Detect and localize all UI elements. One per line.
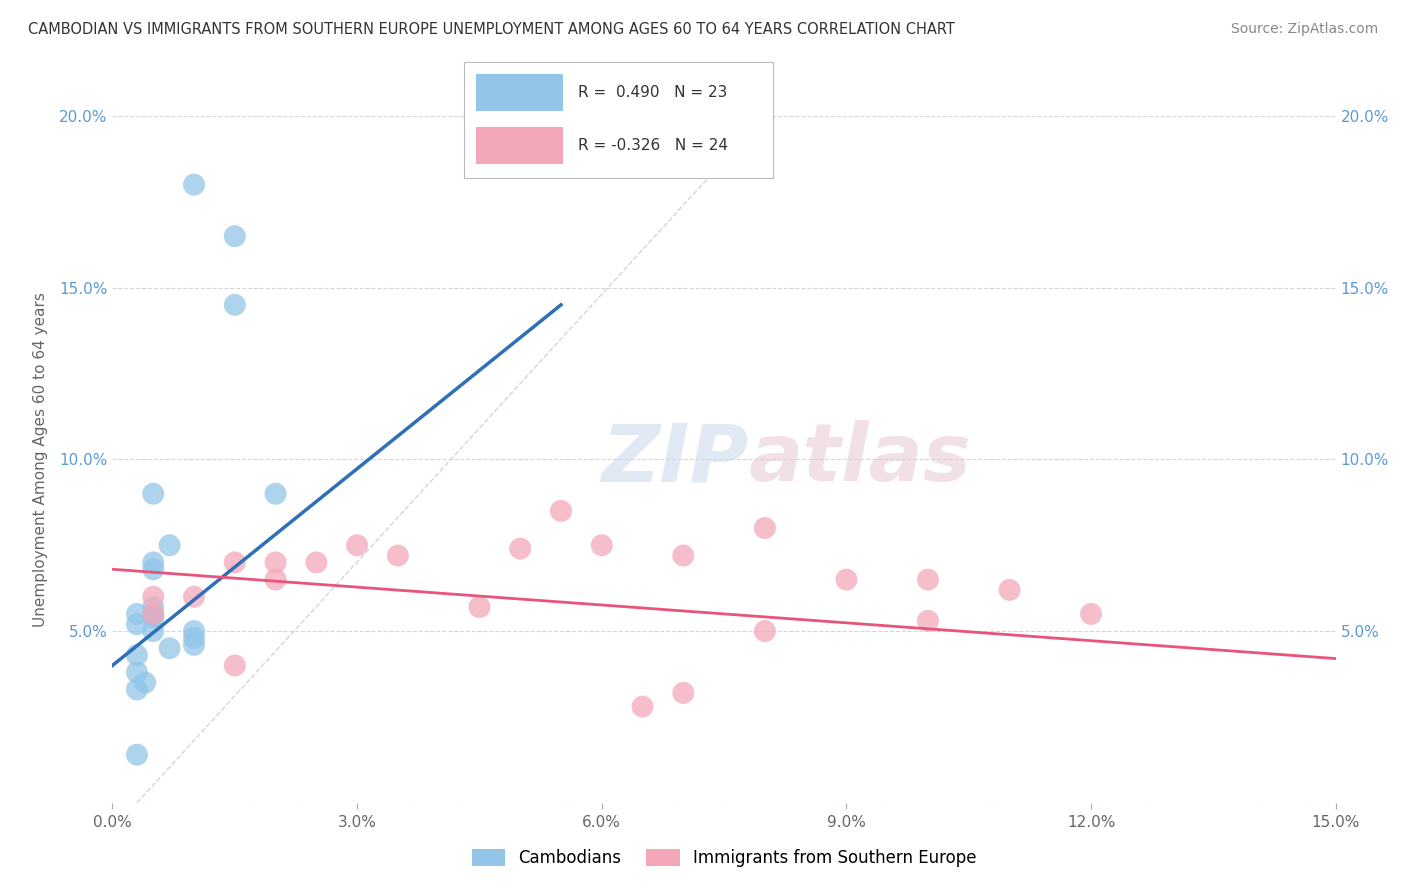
Point <box>264 487 287 501</box>
Point <box>142 590 165 604</box>
Point <box>468 600 491 615</box>
Point <box>917 614 939 628</box>
Point <box>142 562 165 576</box>
Point <box>672 686 695 700</box>
Point <box>125 665 148 680</box>
Point <box>264 555 287 570</box>
Point <box>183 638 205 652</box>
Point <box>134 675 156 690</box>
Text: ZIP: ZIP <box>602 420 748 499</box>
Point <box>142 607 165 621</box>
Point <box>550 504 572 518</box>
Point <box>142 555 165 570</box>
Point <box>142 600 165 615</box>
Point <box>183 631 205 645</box>
Point <box>125 648 148 662</box>
Bar <box>477 128 562 164</box>
Point <box>835 573 858 587</box>
Text: Source: ZipAtlas.com: Source: ZipAtlas.com <box>1230 22 1378 37</box>
Point <box>754 521 776 535</box>
Point <box>224 298 246 312</box>
Point <box>591 538 613 552</box>
Point <box>631 699 654 714</box>
Point <box>183 590 205 604</box>
Legend: Cambodians, Immigrants from Southern Europe: Cambodians, Immigrants from Southern Eur… <box>465 842 983 873</box>
Point <box>672 549 695 563</box>
Point <box>917 573 939 587</box>
Text: R =  0.490   N = 23: R = 0.490 N = 23 <box>578 85 728 100</box>
Point <box>142 607 165 621</box>
Point <box>142 610 165 624</box>
Point <box>142 624 165 639</box>
Point <box>183 624 205 639</box>
Point <box>125 682 148 697</box>
Bar <box>477 74 562 112</box>
Point <box>224 229 246 244</box>
Point <box>346 538 368 552</box>
Point <box>142 487 165 501</box>
Point <box>998 582 1021 597</box>
Point <box>387 549 409 563</box>
Point <box>224 555 246 570</box>
Point <box>125 747 148 762</box>
Point <box>159 538 181 552</box>
Point <box>1080 607 1102 621</box>
Point <box>305 555 328 570</box>
Point <box>224 658 246 673</box>
Text: atlas: atlas <box>748 420 972 499</box>
Point <box>754 624 776 639</box>
Text: R = -0.326   N = 24: R = -0.326 N = 24 <box>578 138 728 153</box>
Point <box>159 641 181 656</box>
Point <box>509 541 531 556</box>
Point <box>264 573 287 587</box>
Text: CAMBODIAN VS IMMIGRANTS FROM SOUTHERN EUROPE UNEMPLOYMENT AMONG AGES 60 TO 64 YE: CAMBODIAN VS IMMIGRANTS FROM SOUTHERN EU… <box>28 22 955 37</box>
Point <box>183 178 205 192</box>
Point <box>125 607 148 621</box>
Y-axis label: Unemployment Among Ages 60 to 64 years: Unemployment Among Ages 60 to 64 years <box>34 292 48 627</box>
Point <box>125 617 148 632</box>
